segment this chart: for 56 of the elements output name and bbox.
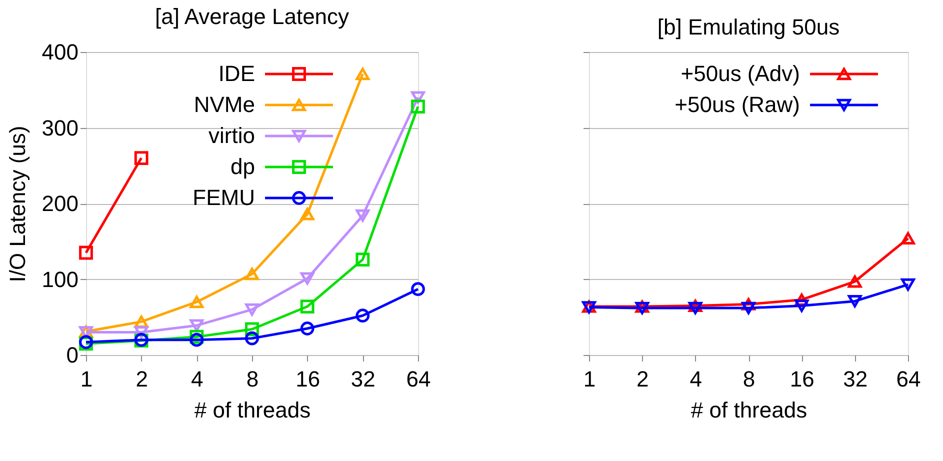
x-tick-label: 4 (191, 366, 204, 392)
x-tick-label: 16 (790, 366, 814, 392)
point (356, 209, 370, 222)
legend-label: +50us (Raw) (674, 92, 800, 117)
x-tick-label: 2 (636, 366, 649, 392)
point (411, 100, 425, 114)
x-tick-label: 32 (350, 366, 376, 392)
x-tick-label: 4 (690, 366, 702, 392)
legend-label: NVMe (194, 92, 255, 117)
point (411, 282, 425, 296)
x-tick-label: 64 (406, 366, 431, 392)
point (190, 319, 204, 332)
point (190, 332, 204, 347)
point (79, 246, 93, 260)
legend-label: virtio (208, 123, 255, 148)
point (901, 278, 915, 291)
x-tick-label: 1 (80, 366, 93, 392)
x-tick-label: 8 (246, 366, 259, 392)
chart-title: [b] Emulating 50us (657, 14, 840, 40)
x-tick-label: 2 (136, 366, 148, 392)
legend-label: dp (230, 154, 255, 179)
legend-label: FEMU (192, 185, 255, 210)
y-axis-title: I/O Latency (us) (4, 126, 30, 282)
y-tick-label: 0 (66, 342, 78, 368)
point (300, 322, 314, 336)
point (245, 303, 259, 316)
chart-title: [a] Average Latency (154, 4, 350, 29)
point (901, 232, 915, 245)
point (300, 208, 314, 220)
y-tick-label: 100 (42, 266, 78, 292)
point (134, 151, 148, 165)
point (300, 272, 314, 285)
x-axis-title: # of threads (194, 398, 311, 422)
y-tick-label: 300 (42, 115, 78, 140)
legend-label: +50us (Adv) (680, 61, 800, 86)
legend-label: IDE (218, 61, 255, 86)
point (356, 252, 370, 267)
point (742, 302, 756, 314)
point (848, 295, 862, 308)
point (300, 300, 314, 314)
point (356, 308, 370, 323)
point (190, 296, 204, 308)
point (794, 300, 809, 312)
point (245, 268, 259, 280)
x-tick-label: 16 (296, 366, 320, 392)
point (356, 68, 370, 80)
x-tick-label: 1 (583, 366, 596, 392)
x-tick-label: 32 (843, 366, 868, 392)
x-tick-label: 64 (896, 366, 921, 392)
x-axis-title: # of threads (690, 398, 808, 422)
point (848, 275, 862, 288)
point (245, 331, 259, 346)
y-tick-label: 400 (42, 40, 78, 64)
point (688, 302, 702, 314)
y-tick-label: 200 (42, 191, 78, 216)
x-tick-label: 8 (742, 366, 756, 392)
